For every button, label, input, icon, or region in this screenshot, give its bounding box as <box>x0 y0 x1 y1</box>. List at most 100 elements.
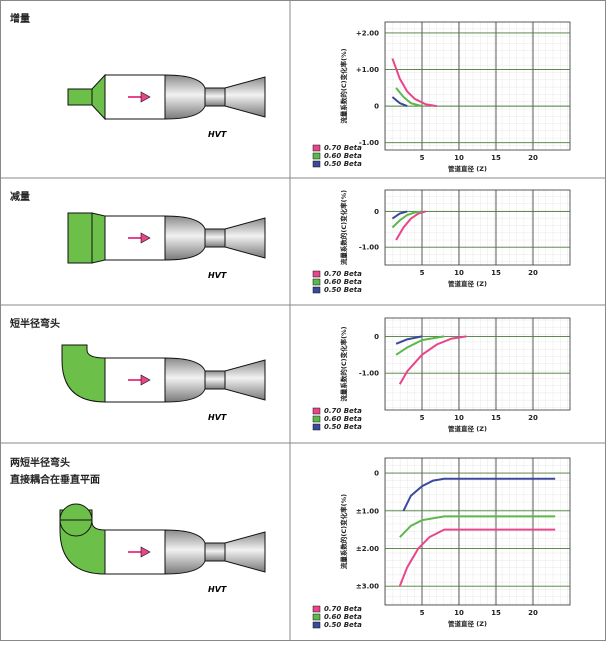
row-title: 直接耦合在垂直平面 <box>10 473 100 486</box>
x-axis-label: 管道直径 (Z) <box>448 619 487 628</box>
meter <box>164 74 206 120</box>
diagram-label: HVT <box>208 271 227 280</box>
y-tick-label: +1.00 <box>356 66 379 74</box>
plot-area <box>384 21 571 151</box>
y-tick-label: -1.00 <box>359 244 379 252</box>
y-axis-label: 流量系数的(C)变化率(%) <box>339 190 348 265</box>
plot-area <box>384 457 571 606</box>
y-axis-label: 流量系数的(C)变化率(%) <box>339 48 348 123</box>
row-title: 两短半径弯头 <box>10 456 70 469</box>
series-line <box>402 477 556 512</box>
series-line <box>398 335 467 385</box>
fitting <box>61 344 106 403</box>
meter <box>164 529 206 575</box>
x-axis-label: 管道直径 (Z) <box>448 424 487 433</box>
meter <box>224 531 266 573</box>
y-tick-label: 0 <box>374 208 379 216</box>
fitting <box>91 73 106 121</box>
y-tick-label: -1.00 <box>359 370 379 378</box>
x-tick-label: 5 <box>420 154 425 162</box>
legend-swatch <box>312 286 321 294</box>
legend-label: 0.50 Beta <box>324 160 362 168</box>
y-tick-label: 0 <box>374 333 379 341</box>
legend-label: 0.70 Beta <box>324 605 362 613</box>
x-tick-label: 15 <box>491 609 501 617</box>
y-axis-label: 流量系数的(C)变化率(%) <box>339 326 348 401</box>
x-tick-label: 10 <box>454 609 464 617</box>
series-line <box>395 210 426 241</box>
legend-label: 0.70 Beta <box>324 270 362 278</box>
arrow <box>140 374 151 386</box>
series-line <box>395 335 423 345</box>
series-line <box>395 87 423 108</box>
legend-label: 0.50 Beta <box>324 621 362 629</box>
legend-swatch <box>312 613 321 621</box>
meter <box>204 87 226 107</box>
diagram-label: HVT <box>208 413 227 422</box>
y-tick-label: +2.00 <box>356 29 379 37</box>
legend-swatch <box>312 152 321 160</box>
y-tick-label: ±2.00 <box>356 545 379 553</box>
legend-label: 0.70 Beta <box>324 144 362 152</box>
fitting <box>67 212 93 264</box>
legend-swatch <box>312 407 321 415</box>
legend-swatch <box>312 423 321 431</box>
x-axis-label: 管道直径 (Z) <box>448 164 487 173</box>
y-tick-label: ±1.00 <box>356 507 379 515</box>
row-title: 短半径弯头 <box>10 317 60 330</box>
legend-label: 0.50 Beta <box>324 423 362 431</box>
x-tick-label: 15 <box>491 154 501 162</box>
y-axis-label: 流量系数的(C)变化率(%) <box>339 494 348 569</box>
row-title: 减量 <box>10 190 30 203</box>
series-line <box>395 335 445 356</box>
plot-area <box>384 317 571 411</box>
meter <box>204 228 226 248</box>
series-line <box>399 515 556 538</box>
x-tick-label: 15 <box>491 269 501 277</box>
meter <box>204 370 226 390</box>
legend-swatch <box>312 605 321 613</box>
x-tick-label: 15 <box>491 414 501 422</box>
meter <box>204 542 226 562</box>
diagram-label: HVT <box>208 585 227 594</box>
series-line <box>398 528 556 587</box>
legend-label: 0.60 Beta <box>324 152 362 160</box>
meter <box>224 217 266 259</box>
legend-label: 0.70 Beta <box>324 407 362 415</box>
plot-area <box>384 189 571 266</box>
fitting <box>91 212 106 264</box>
fitting <box>67 88 93 106</box>
legend-swatch <box>312 144 321 152</box>
x-tick-label: 20 <box>528 414 538 422</box>
series-line <box>391 210 408 220</box>
meter <box>224 359 266 401</box>
y-tick-label: ±3.00 <box>356 583 379 591</box>
series-line <box>391 58 437 108</box>
x-axis-label: 管道直径 (Z) <box>448 279 487 288</box>
x-tick-label: 10 <box>454 154 464 162</box>
x-tick-label: 20 <box>528 269 538 277</box>
y-tick-label: -1.00 <box>359 139 379 147</box>
y-tick-label: 0 <box>374 103 379 111</box>
x-tick-label: 5 <box>420 269 425 277</box>
legend-swatch <box>312 621 321 629</box>
legend-label: 0.60 Beta <box>324 415 362 423</box>
legend-swatch <box>312 415 321 423</box>
x-tick-label: 20 <box>528 609 538 617</box>
meter <box>164 215 206 261</box>
legend-label: 0.60 Beta <box>324 278 362 286</box>
arrow <box>140 232 151 244</box>
meter <box>224 76 266 118</box>
x-tick-label: 20 <box>528 154 538 162</box>
series-line <box>391 96 408 108</box>
diagram-label: HVT <box>208 130 227 139</box>
x-tick-label: 5 <box>420 414 425 422</box>
series-line <box>391 210 423 229</box>
arrow <box>140 546 151 558</box>
legend-swatch <box>312 278 321 286</box>
legend-swatch <box>312 270 321 278</box>
y-tick-label: 0 <box>374 470 379 478</box>
arrow <box>140 91 151 103</box>
legend-swatch <box>312 160 321 168</box>
